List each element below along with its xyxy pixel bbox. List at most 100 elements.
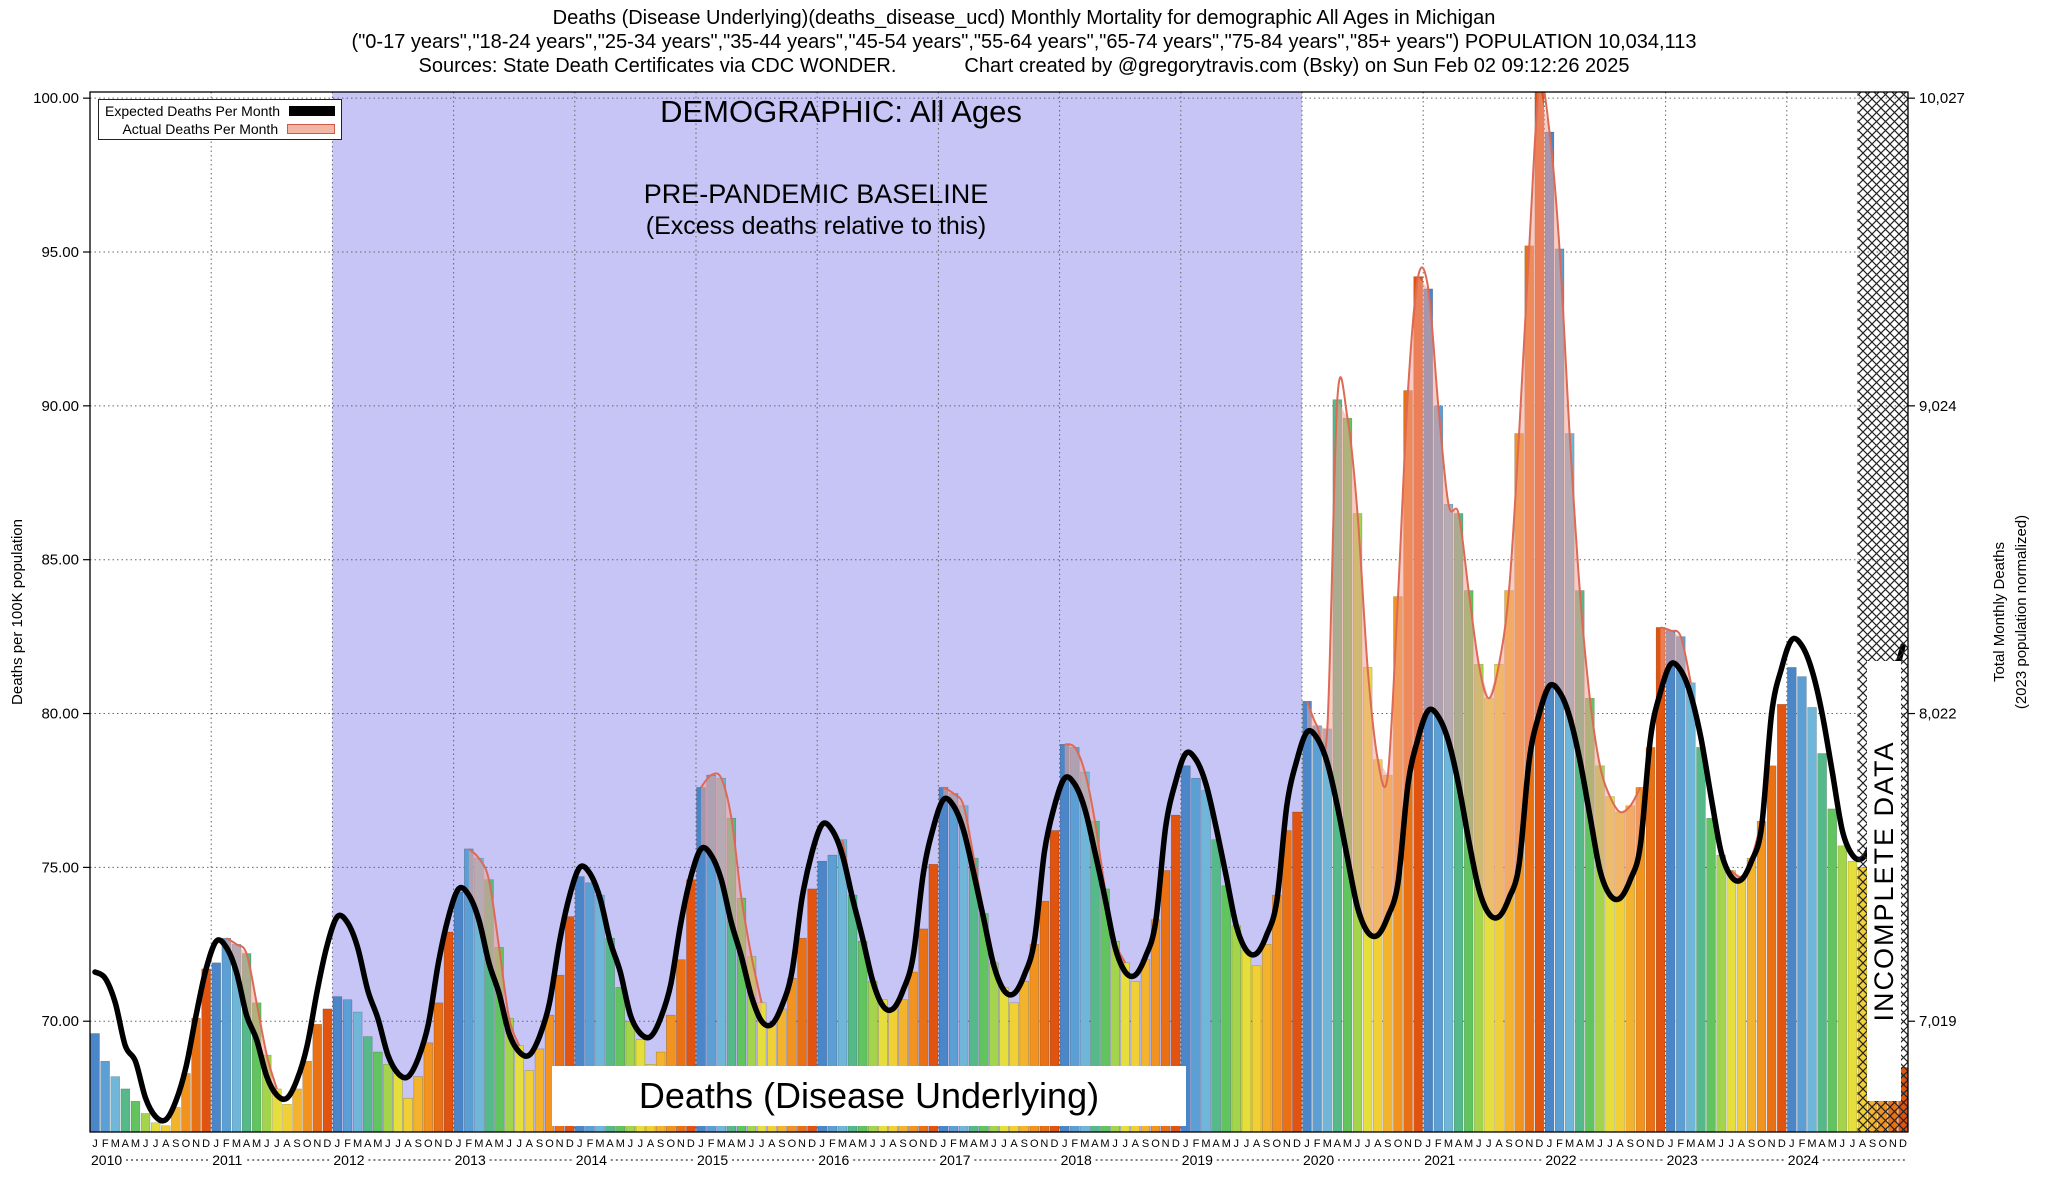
bar bbox=[1292, 811, 1302, 1132]
svg-text:D: D bbox=[808, 1138, 816, 1150]
bar bbox=[1787, 667, 1797, 1132]
bar bbox=[817, 860, 827, 1132]
demographic-label: DEMOGRAPHIC: All Ages bbox=[660, 94, 1022, 129]
svg-text:J: J bbox=[517, 1138, 523, 1150]
svg-text:J: J bbox=[1789, 1138, 1795, 1150]
bar bbox=[908, 971, 918, 1132]
svg-text:O: O bbox=[182, 1138, 191, 1150]
svg-text:M: M bbox=[979, 1138, 988, 1150]
svg-text:A: A bbox=[122, 1138, 130, 1150]
svg-text:F: F bbox=[1193, 1138, 1200, 1150]
svg-text:A: A bbox=[1010, 1138, 1018, 1150]
bar bbox=[1272, 894, 1282, 1132]
svg-text:N: N bbox=[1040, 1138, 1048, 1150]
svg-text:F: F bbox=[102, 1138, 109, 1150]
svg-text:J: J bbox=[870, 1138, 876, 1150]
svg-text:2023: 2023 bbox=[1667, 1152, 1698, 1168]
bar bbox=[443, 931, 454, 1132]
svg-text:J: J bbox=[1718, 1138, 1724, 1150]
svg-text:N: N bbox=[556, 1138, 564, 1150]
bar bbox=[1676, 636, 1686, 1132]
svg-text:J: J bbox=[1668, 1138, 1674, 1150]
svg-text:S: S bbox=[172, 1138, 179, 1150]
svg-text:A: A bbox=[404, 1138, 412, 1150]
svg-text:2013: 2013 bbox=[455, 1152, 486, 1168]
bar bbox=[110, 1076, 120, 1132]
svg-text:M: M bbox=[373, 1138, 382, 1150]
bar bbox=[676, 959, 686, 1132]
svg-text:A: A bbox=[970, 1138, 978, 1150]
svg-text:D: D bbox=[1414, 1138, 1422, 1150]
bar bbox=[453, 891, 464, 1132]
bar bbox=[1736, 876, 1747, 1132]
bar bbox=[221, 937, 232, 1132]
bar bbox=[150, 1122, 161, 1132]
svg-text:A: A bbox=[647, 1138, 655, 1150]
svg-text:M: M bbox=[1686, 1138, 1695, 1150]
bar bbox=[130, 1100, 141, 1132]
svg-text:N: N bbox=[192, 1138, 200, 1150]
svg-text:J: J bbox=[1123, 1138, 1129, 1150]
legend-expected-label: Expected Deaths Per Month bbox=[105, 102, 281, 119]
svg-text:N: N bbox=[1889, 1138, 1897, 1150]
svg-text:D: D bbox=[1172, 1138, 1180, 1150]
svg-text:J: J bbox=[1547, 1138, 1553, 1150]
svg-text:A: A bbox=[1859, 1138, 1867, 1150]
legend-row-expected: Expected Deaths Per Month bbox=[105, 102, 336, 119]
svg-text:A: A bbox=[768, 1138, 776, 1150]
bar bbox=[1746, 857, 1757, 1132]
bar bbox=[90, 1033, 100, 1132]
bar bbox=[1261, 944, 1272, 1132]
svg-text:A: A bbox=[1334, 1138, 1342, 1150]
svg-text:2020: 2020 bbox=[1303, 1152, 1334, 1168]
svg-text:A: A bbox=[1738, 1138, 1746, 1150]
svg-text:D: D bbox=[687, 1138, 695, 1150]
svg-text:M: M bbox=[858, 1138, 867, 1150]
svg-text:J: J bbox=[335, 1138, 341, 1150]
bar bbox=[524, 1070, 535, 1132]
svg-text:2011: 2011 bbox=[212, 1152, 242, 1168]
svg-text:F: F bbox=[1314, 1138, 1321, 1150]
svg-text:J: J bbox=[941, 1138, 947, 1150]
chart-title-line3: Sources: State Death Certificates via CD… bbox=[0, 54, 2048, 78]
bar bbox=[1049, 830, 1060, 1132]
svg-text:O: O bbox=[1030, 1138, 1039, 1150]
svg-text:A: A bbox=[485, 1138, 493, 1150]
svg-text:2022: 2022 bbox=[1545, 1152, 1576, 1168]
chart-sources: Sources: State Death Certificates via CD… bbox=[418, 55, 897, 77]
svg-text:O: O bbox=[1757, 1138, 1766, 1150]
svg-text:J: J bbox=[1062, 1138, 1068, 1150]
bar bbox=[302, 1060, 312, 1132]
svg-text:A: A bbox=[1374, 1138, 1382, 1150]
svg-text:M: M bbox=[1100, 1138, 1109, 1150]
bar bbox=[393, 1073, 403, 1132]
bar bbox=[514, 1045, 524, 1132]
bar bbox=[1665, 630, 1676, 1132]
svg-text:A: A bbox=[1212, 1138, 1220, 1150]
svg-text:90.00: 90.00 bbox=[41, 398, 79, 415]
bar bbox=[1847, 860, 1858, 1132]
bar bbox=[928, 864, 939, 1132]
bar bbox=[322, 1008, 333, 1132]
svg-text:D: D bbox=[323, 1138, 331, 1150]
svg-text:2015: 2015 bbox=[697, 1152, 728, 1168]
svg-text:M: M bbox=[838, 1138, 847, 1150]
svg-text:J: J bbox=[1476, 1138, 1482, 1150]
svg-text:O: O bbox=[1879, 1138, 1888, 1150]
bar bbox=[413, 1076, 423, 1132]
svg-text:F: F bbox=[950, 1138, 957, 1150]
legend-actual-label: Actual Deaths Per Month bbox=[122, 120, 279, 137]
bar bbox=[423, 1042, 434, 1132]
svg-text:A: A bbox=[1253, 1138, 1261, 1150]
svg-text:N: N bbox=[1768, 1138, 1776, 1150]
legend-expected-swatch bbox=[289, 105, 336, 116]
bar bbox=[1797, 676, 1807, 1132]
bar bbox=[120, 1088, 131, 1132]
svg-text:85.00: 85.00 bbox=[41, 552, 79, 569]
svg-text:J: J bbox=[1355, 1138, 1361, 1150]
svg-text:J: J bbox=[820, 1138, 826, 1150]
chart-title-line1: Deaths (Disease Underlying)(deaths_disea… bbox=[552, 7, 1496, 29]
svg-text:M: M bbox=[1585, 1138, 1594, 1150]
svg-text:A: A bbox=[1091, 1138, 1099, 1150]
